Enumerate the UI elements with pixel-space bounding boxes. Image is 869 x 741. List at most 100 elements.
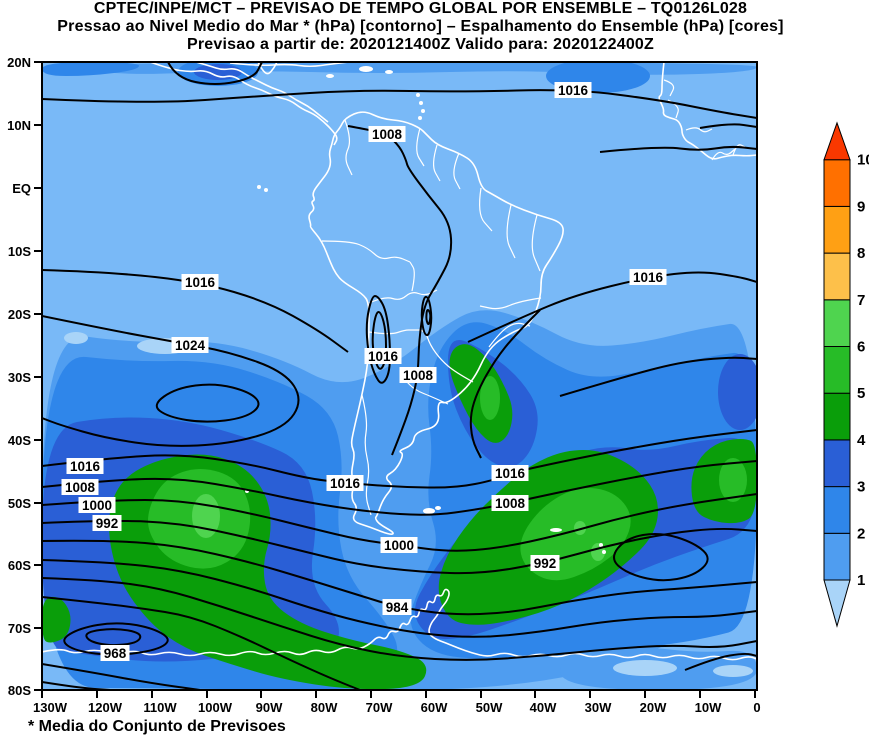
coastline (42, 588, 757, 661)
isobar-label-box (399, 367, 437, 383)
isobar (85, 628, 142, 647)
contour-label-layer: 1016 1008 1016 1024 1016 1016 1008 1016 1008 1000… (61, 82, 667, 661)
lon-tick-label: 0 (753, 700, 760, 715)
isobar-label-box (380, 537, 418, 553)
lat-tick-label: 20N (7, 55, 31, 70)
isobar-label-box (326, 475, 364, 491)
lon-tick-label: 40W (530, 700, 557, 715)
country-border (368, 329, 412, 335)
lat-tick-label: 10N (7, 118, 31, 133)
lat-tick-label: 30S (8, 370, 31, 385)
colorbar-tick-label: 3 (857, 479, 865, 496)
island (599, 543, 603, 547)
country-border (479, 297, 542, 310)
country-border (663, 79, 675, 97)
coastline (308, 111, 564, 535)
isobar-label: 1024 (175, 338, 206, 353)
isobar-label: 968 (104, 646, 127, 661)
chart-subtitle: Pressao ao Nivel Medio do Mar * (hPa) [c… (57, 18, 784, 35)
isobar-label-box (100, 645, 130, 661)
chart-title: CPTEC/INPE/MCT – PREVISAO DE TEMPO GLOBA… (93, 0, 748, 17)
isobar-label: 1008 (372, 127, 403, 142)
country-border (433, 144, 441, 182)
isobar-label-box (61, 479, 99, 495)
colorbar-box (823, 439, 851, 488)
island (416, 93, 420, 97)
colorbar-bottom-arrow (823, 579, 851, 628)
island (421, 109, 425, 113)
isobar (613, 532, 709, 582)
lat-tick-label: EQ (12, 181, 31, 196)
isobar-label: 1016 (70, 459, 101, 474)
isobar-label-box (491, 495, 529, 511)
country-border (667, 99, 679, 119)
colorbar-box (823, 486, 851, 534)
colorbar: 1 2 3 4 5 6 7 8 9 10 (823, 121, 869, 628)
isobar-label-box (92, 515, 122, 531)
lon-tick-label: 120W (88, 700, 123, 715)
lon-tick-label: 20W (640, 700, 667, 715)
isobar (42, 89, 757, 119)
isobar-label: 1008 (403, 368, 434, 383)
isobar (684, 652, 757, 671)
lat-tick-label: 70S (8, 621, 31, 636)
isobar-label-box (491, 465, 529, 481)
isobar (42, 460, 757, 516)
isobar-label-box (530, 555, 560, 571)
colorbar-tick-label: 8 (857, 245, 865, 262)
isobar (425, 309, 432, 325)
lat-tick-label: 60S (8, 558, 31, 573)
lat-tick-label: 40S (8, 433, 31, 448)
lon-tick-label: 30W (585, 700, 612, 715)
colorbar-box (823, 346, 851, 394)
isobar-label: 1016 (368, 349, 399, 364)
country-border (479, 187, 493, 232)
lon-tick-label: 130W (33, 700, 68, 715)
isobar-label-box (78, 497, 116, 513)
colorbar-tick-label: 1 (857, 572, 865, 589)
country-border (488, 322, 531, 348)
colorbar-box (823, 205, 851, 254)
isobar-label: 1016 (495, 466, 526, 481)
colorbar-box (823, 159, 851, 207)
colorbar-box (823, 532, 851, 581)
isobar (42, 315, 300, 447)
country-border (453, 152, 461, 190)
island (257, 185, 261, 189)
chart-run-valid-line: Previsao a partir de: 2020121400Z Valido… (187, 36, 654, 53)
country-border (321, 240, 411, 263)
coastline (149, 62, 338, 146)
country-border (404, 379, 449, 405)
colorbar-tick-label: 7 (857, 292, 865, 309)
isobar (599, 145, 757, 153)
lon-tick-label: 10W (695, 700, 722, 715)
isobar (42, 429, 757, 489)
isobar (469, 309, 541, 459)
isobar (42, 269, 349, 353)
country-border (531, 214, 541, 272)
lat-tick-label: 20S (8, 307, 31, 322)
colorbar-tick-label: 9 (857, 198, 865, 215)
isobar (559, 356, 757, 397)
isobar (420, 295, 433, 337)
country-border (732, 144, 746, 156)
country-border (685, 127, 713, 133)
island (326, 74, 334, 78)
lat-tick-label: 50S (8, 496, 31, 511)
island (550, 528, 562, 532)
island (264, 188, 268, 192)
isobar-label: 1008 (495, 496, 526, 511)
colorbar-tick-label: 10 (857, 152, 869, 169)
isobar-label-box (66, 458, 104, 474)
country-border (416, 127, 425, 167)
chart-header: CPTEC/INPE/MCT – PREVISAO DE TEMPO GLOBA… (0, 0, 841, 54)
isobar-label-box (368, 126, 406, 142)
lon-tick-label: 100W (198, 700, 233, 715)
lat-tick-label: 10S (8, 244, 31, 259)
isobar-label: 1000 (384, 538, 414, 553)
isobar (42, 520, 757, 575)
isobar (167, 62, 263, 85)
island (385, 70, 393, 74)
lon-tick-label: 90W (256, 700, 283, 715)
island (602, 550, 606, 554)
